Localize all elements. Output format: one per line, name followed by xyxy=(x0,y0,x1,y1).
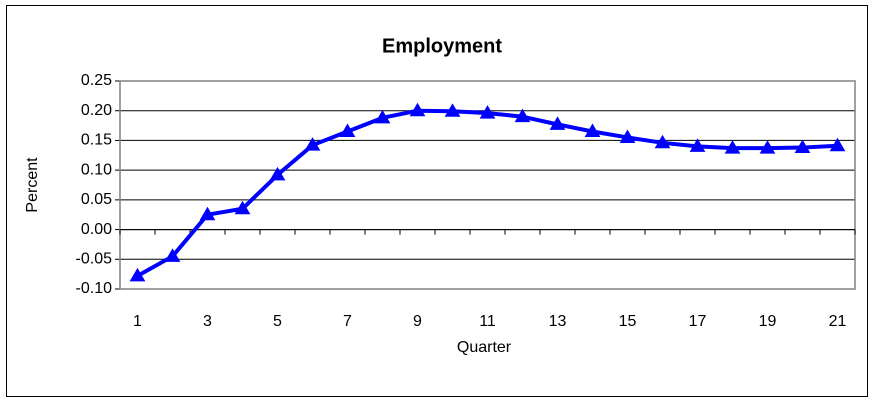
x-tick-label: 11 xyxy=(479,313,496,330)
x-tick-label: 21 xyxy=(829,313,847,330)
x-tick-label: 9 xyxy=(413,313,422,330)
y-tick-label: -0.05 xyxy=(76,251,113,268)
marker xyxy=(304,137,321,151)
marker xyxy=(479,105,496,119)
marker xyxy=(724,140,741,154)
plot-area xyxy=(119,80,856,290)
x-tick-label: 15 xyxy=(619,313,637,330)
marker xyxy=(619,129,636,143)
chart-border xyxy=(6,5,868,397)
marker xyxy=(164,248,181,262)
marker xyxy=(234,200,251,215)
marker xyxy=(514,108,531,123)
marker xyxy=(584,123,601,138)
y-tick-label: 0.10 xyxy=(81,161,112,178)
marker xyxy=(339,123,356,138)
y-tick-label: 0.05 xyxy=(81,191,112,208)
x-tick-label: 19 xyxy=(759,313,777,330)
marker xyxy=(269,166,286,181)
marker xyxy=(689,138,706,152)
marker xyxy=(759,140,776,154)
x-tick-label: 13 xyxy=(549,313,567,330)
marker xyxy=(374,109,391,124)
x-tick-label: 7 xyxy=(343,313,352,330)
x-axis-label: Quarter xyxy=(457,339,512,356)
marker xyxy=(794,139,811,154)
y-tick-label: 0.00 xyxy=(81,221,112,238)
marker xyxy=(199,206,216,221)
y-axis-label: Percent xyxy=(24,157,41,213)
x-tick-label: 17 xyxy=(689,313,707,330)
x-tick-label: 1 xyxy=(133,313,142,330)
x-tick-label: 3 xyxy=(203,313,212,330)
y-tick-label: 0.20 xyxy=(81,102,112,119)
marker xyxy=(549,116,566,130)
y-tick-label: 0.15 xyxy=(81,132,112,149)
chart-title: Employment xyxy=(382,35,502,57)
marker xyxy=(409,102,426,117)
marker xyxy=(654,134,671,149)
y-tick-label: -0.10 xyxy=(76,280,113,297)
marker xyxy=(444,103,461,117)
y-tick-label: 0.25 xyxy=(81,72,112,89)
x-tick-label: 5 xyxy=(273,313,282,330)
marker xyxy=(829,137,846,152)
marker xyxy=(129,267,146,282)
